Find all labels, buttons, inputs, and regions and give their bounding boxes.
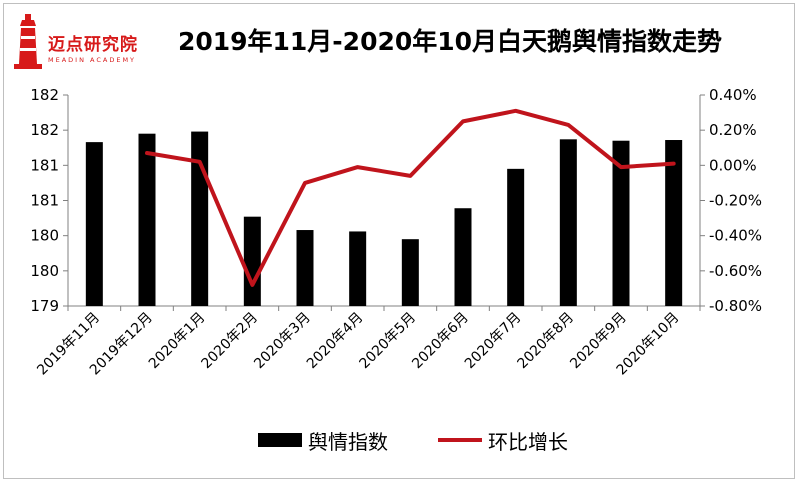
- y-right-tick-label: 0.20%: [709, 121, 757, 139]
- y-left-tick-label: 180: [30, 262, 59, 280]
- growth-line: [145, 108, 676, 287]
- chart-title: 2019年11月-2020年10月白天鹅舆情指数走势: [177, 27, 723, 56]
- y-left-tick-label: 180: [30, 227, 59, 245]
- lighthouse-logo-icon: [14, 14, 42, 69]
- legend-label-growth: 环比增长: [488, 429, 568, 454]
- bar: [665, 140, 683, 306]
- legend-swatch-bar: [258, 433, 302, 447]
- bar: [191, 131, 209, 306]
- bar: [296, 230, 314, 306]
- logo: 迈点研究院 MEADIN ACADEMY: [10, 12, 142, 72]
- y-right-tick-label: 0.00%: [709, 156, 757, 174]
- bar: [612, 140, 630, 306]
- legend-item-index: 舆情指数: [258, 425, 388, 455]
- bar: [401, 239, 419, 306]
- bar: [243, 216, 261, 306]
- legend-item-growth: 环比增长: [438, 425, 568, 455]
- y-right-tick-label: 0.40%: [709, 86, 757, 104]
- y-right-tick-label: -0.20%: [709, 192, 762, 210]
- y-left-tick-label: 182: [30, 121, 59, 139]
- bar: [454, 208, 472, 306]
- y-left-tick-label: 179: [30, 297, 59, 315]
- bar: [559, 139, 577, 306]
- legend: 舆情指数 环比增长: [0, 425, 800, 455]
- bar: [138, 133, 156, 306]
- y-left-tick-label: 181: [30, 192, 59, 210]
- bar: [507, 168, 525, 306]
- logo-subtitle: MEADIN ACADEMY: [48, 56, 137, 64]
- bar: [85, 142, 103, 306]
- legend-swatch-line: [438, 438, 482, 442]
- chart-frame: [3, 3, 795, 479]
- y-right-tick-label: -0.40%: [709, 227, 762, 245]
- y-left-tick-label: 182: [30, 86, 59, 104]
- y-left-tick-label: 181: [30, 156, 59, 174]
- logo-name: 迈点研究院: [48, 35, 138, 55]
- legend-label-index: 舆情指数: [308, 429, 388, 454]
- y-right-tick-label: -0.60%: [709, 262, 762, 280]
- bar: [349, 231, 367, 306]
- y-right-tick-label: -0.80%: [709, 297, 762, 315]
